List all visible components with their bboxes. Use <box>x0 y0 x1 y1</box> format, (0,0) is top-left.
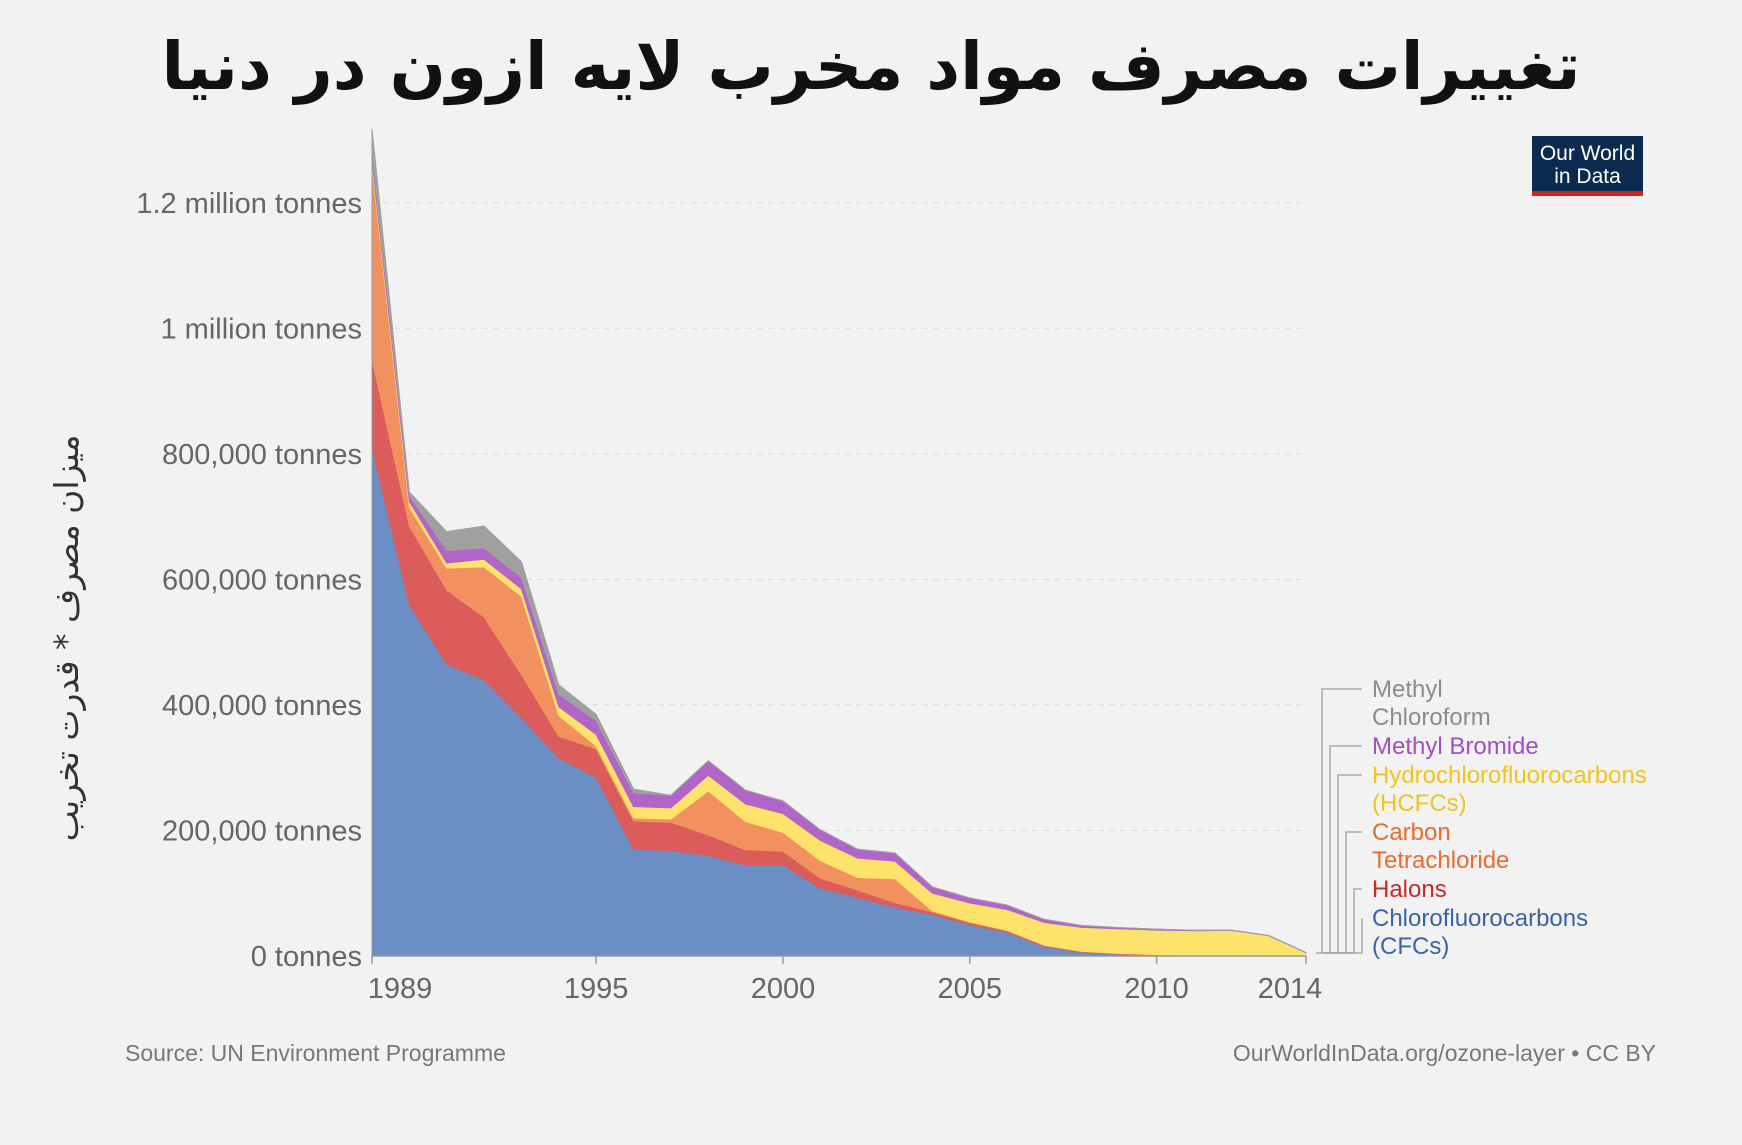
axes <box>371 140 1307 964</box>
legend-connector <box>1321 688 1362 954</box>
x-tick-label: 2010 <box>1124 973 1189 1005</box>
legend-label: Hydrochlorofluorocarbons <box>1372 762 1647 789</box>
legend-label: Carbon <box>1372 819 1451 846</box>
series-area-methyl-chloroform[interactable] <box>371 128 1307 954</box>
legend-label: Chloroform <box>1372 704 1491 731</box>
y-tick-label: 600,000 tonnes <box>162 564 362 596</box>
license-note[interactable]: OurWorldInData.org/ozone-layer • CC BY <box>1232 1040 1656 1066</box>
legend-label: Halons <box>1372 876 1447 903</box>
legend-label: Methyl <box>1372 676 1443 703</box>
y-tick-label: 200,000 tonnes <box>162 815 362 847</box>
owid-logo[interactable]: Our World in Data <box>1532 136 1643 196</box>
legend-label: Tetrachloride <box>1372 847 1509 874</box>
legend-label: (HCFCs) <box>1372 790 1467 817</box>
y-tick-label: 800,000 tonnes <box>162 439 362 471</box>
legend-label: (CFCs) <box>1372 933 1449 960</box>
series-areas <box>371 128 1307 957</box>
legend-connector <box>1332 831 1362 954</box>
legend-item-hydrochlorofluorocarbons-hcfcs[interactable]: Hydrochlorofluorocarbons(HCFCs) <box>1337 762 1647 954</box>
x-tick-label: 2000 <box>751 973 816 1005</box>
y-axis-label: میزان مصرف * قدرت تخریب <box>47 435 86 842</box>
y-tick-label: 1 million tonnes <box>161 313 363 345</box>
x-tick-labels: 1989 1995 2000 2005 2010 2014 <box>368 973 1323 1005</box>
legend-item-chlorofluorocarbons-cfcs[interactable]: Chlorofluorocarbons(CFCs) <box>1316 905 1588 960</box>
legend-label: Chlorofluorocarbons <box>1372 905 1588 932</box>
x-tick-label: 1989 <box>368 973 433 1005</box>
y-tick-label: 400,000 tonnes <box>162 690 362 722</box>
x-tick-label: 2005 <box>938 973 1003 1005</box>
chart-title: تغییرات مصرف مواد مخرب لایه ازون در دنیا <box>161 28 1581 105</box>
legend-label: Methyl Bromide <box>1372 733 1539 760</box>
y-tick-labels: 0 tonnes 200,000 tonnes 400,000 tonnes 600,… <box>136 188 362 973</box>
x-tick-label: 2014 <box>1258 973 1323 1005</box>
y-tick-label: 0 tonnes <box>251 941 362 973</box>
y-tick-label: 1.2 million tonnes <box>136 188 362 220</box>
logo-line-2: in Data <box>1554 165 1621 188</box>
x-tick-label: 1995 <box>564 973 629 1005</box>
logo-line-1: Our World <box>1539 142 1636 165</box>
legend-connector <box>1316 918 1363 954</box>
legend-connector <box>1337 774 1362 954</box>
legend-item-methyl-bromide[interactable]: Methyl Bromide <box>1329 733 1539 954</box>
source-note: Source: UN Environment Programme <box>125 1040 506 1066</box>
